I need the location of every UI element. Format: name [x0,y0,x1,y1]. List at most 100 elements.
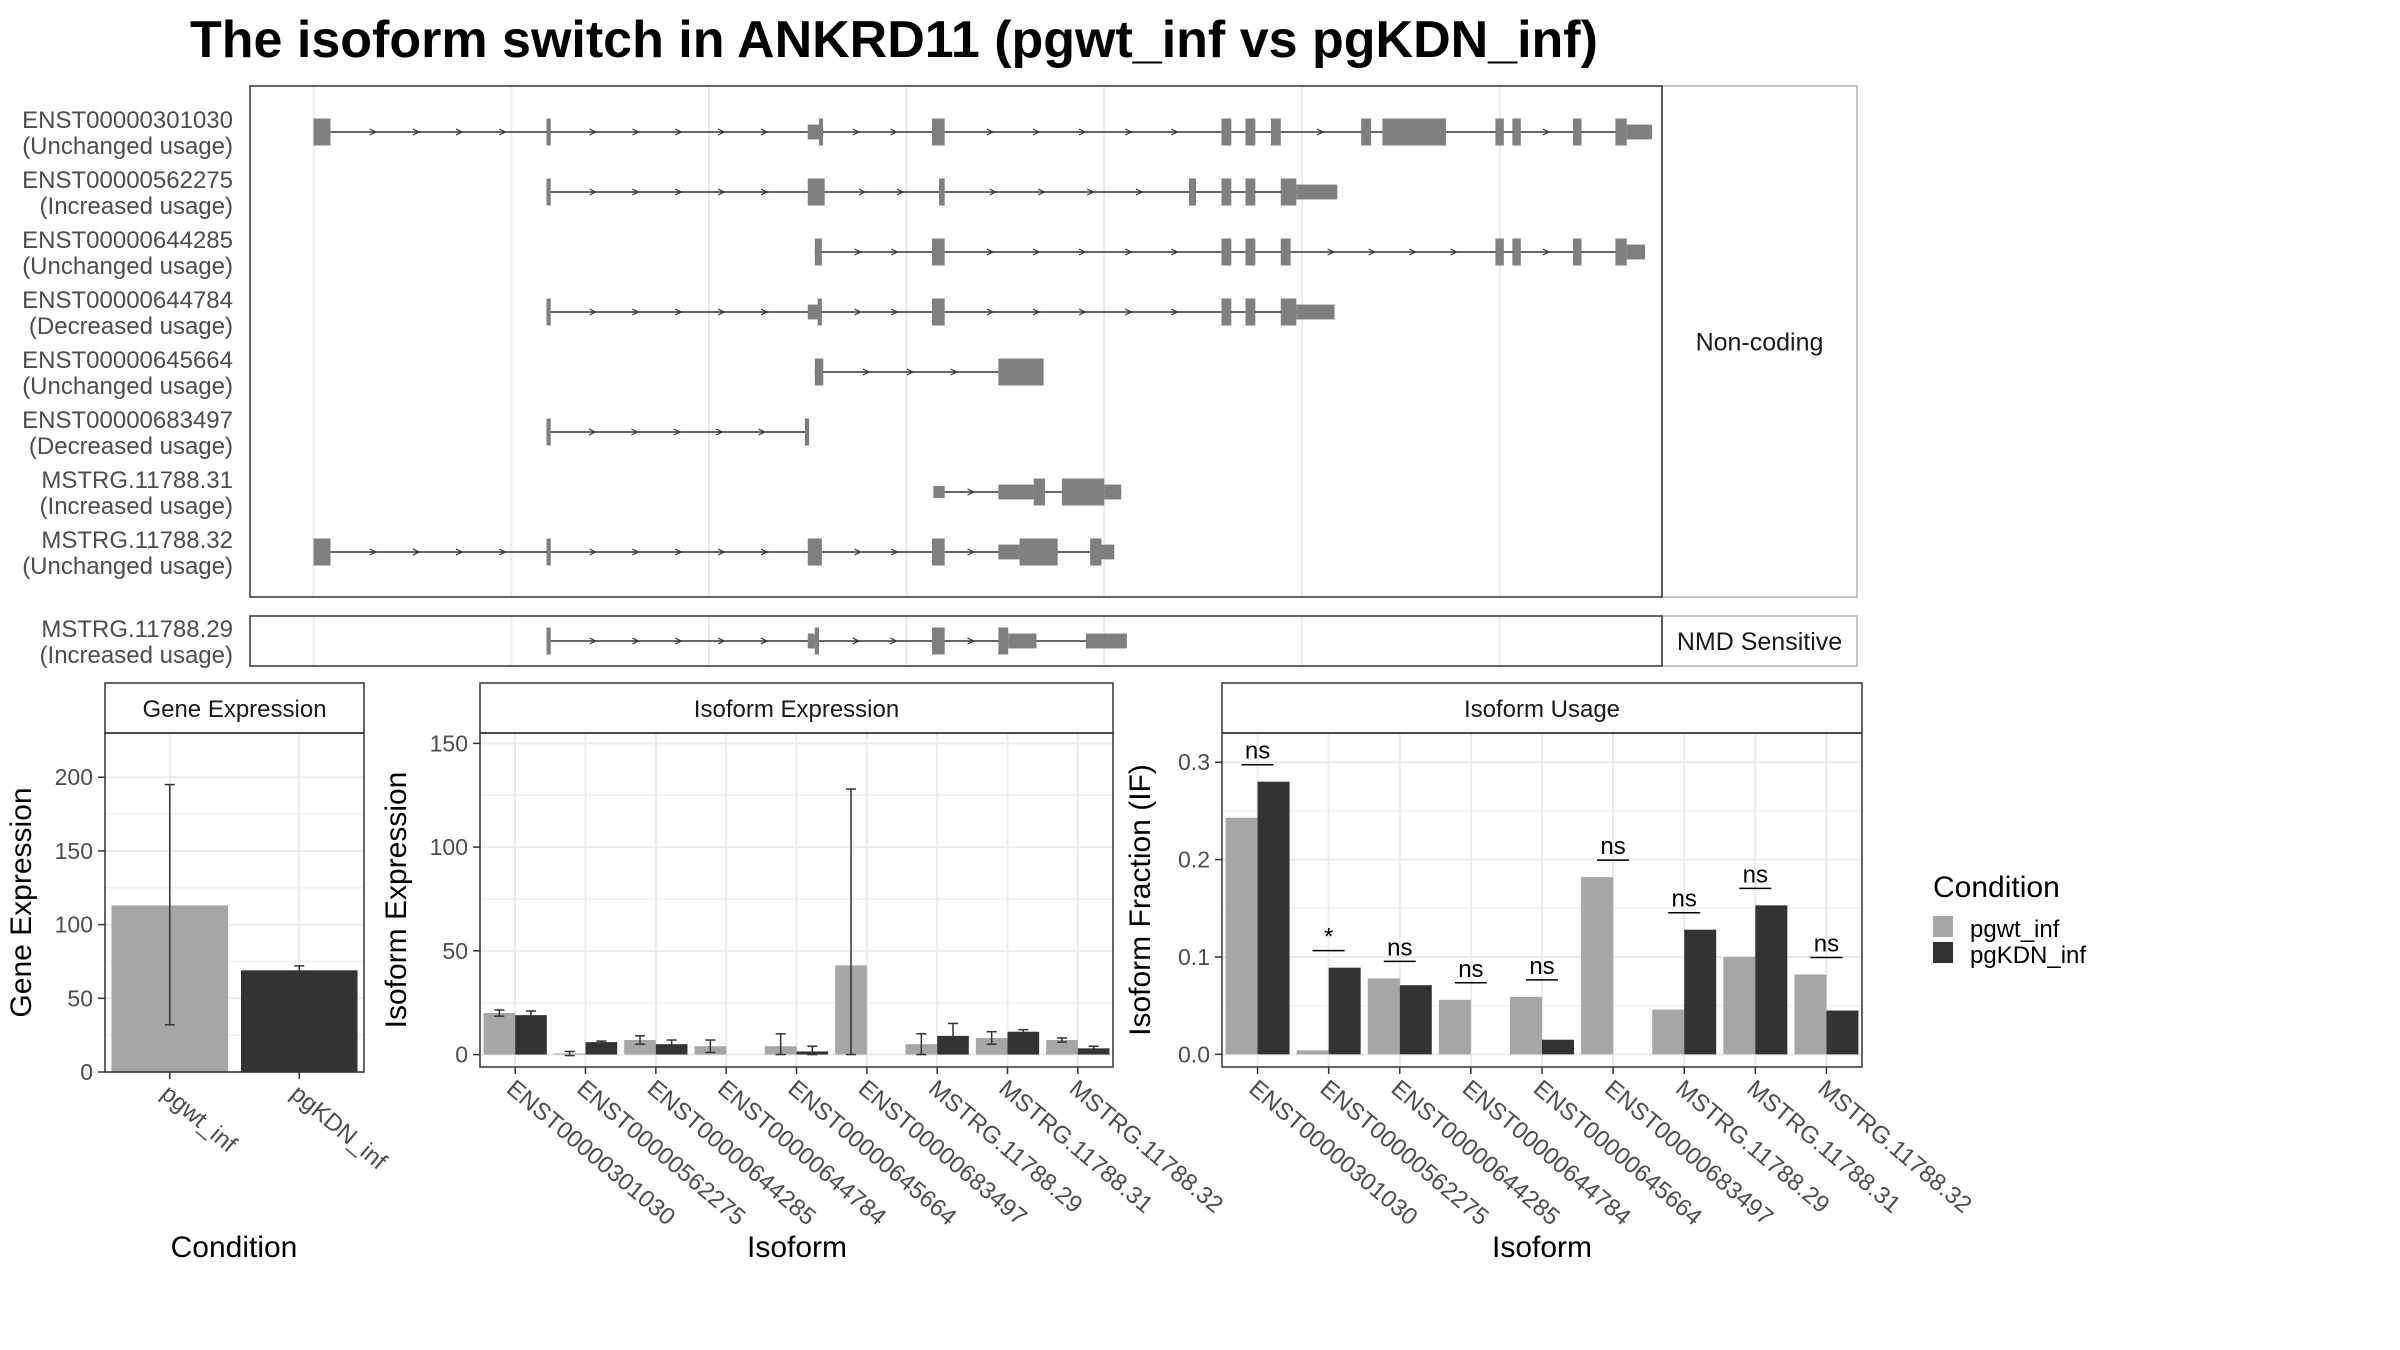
transcript-usage-label: (Unchanged usage) [22,253,233,280]
strand-arrow [717,188,726,196]
exon-block [1573,118,1582,146]
bar [1367,978,1400,1055]
transcript-id-label: ENST00000644285 [22,227,233,254]
y-tick-label: 200 [55,764,93,790]
exon-block [807,633,815,649]
exon-block [1245,298,1256,326]
exon-block [1382,118,1446,146]
strand-arrow [1135,188,1144,196]
strand-arrow [986,308,995,316]
bar [1257,781,1290,1055]
structure-panel-border [249,85,1663,598]
exon-block [1033,478,1045,506]
bar [1723,956,1756,1055]
strand-arrow [890,637,898,645]
exon-block [1615,118,1627,146]
strand-arrow [455,548,464,556]
bar [1794,974,1827,1055]
strand-arrow [631,428,639,436]
significance-label: ns [1387,934,1412,961]
exon-block [1008,633,1037,649]
exon-block [1245,178,1256,206]
strand-arrow [589,128,597,136]
strand-arrow [1087,188,1095,196]
strand-arrow [1124,248,1133,256]
exon-block [1280,238,1291,266]
strand-arrow [891,548,899,556]
bar [515,1015,547,1055]
strand-arrow [854,308,862,316]
x-tick-label: pgwt_inf [156,1080,242,1158]
strand-arrow [455,128,464,136]
exon-block [1296,184,1338,200]
strand-arrow [1171,308,1179,316]
transcript-id-label: MSTRG.11788.31 [41,467,233,494]
transcript-id-label: MSTRG.11788.29 [41,616,233,643]
bar [483,1013,516,1055]
strand-arrow [1316,128,1325,136]
exon-block [1245,118,1256,146]
significance-label: ns [1743,861,1768,888]
exon-block [546,418,551,446]
legend-swatch-pgkdn [1933,942,1953,963]
exon-block [1512,238,1521,266]
y-tick-label: 100 [55,912,93,938]
exon-block [814,627,820,655]
exon-block [1512,118,1521,146]
strand-arrow [632,188,640,196]
exon-block [1296,304,1335,320]
transcript-id-label: ENST00000301030 [22,107,233,134]
strand-arrow [674,637,683,645]
strand-arrow [852,637,861,645]
strand-arrow [717,128,726,136]
strand-arrow [369,548,378,556]
exon-block [933,485,945,499]
exon-block [1221,238,1232,266]
y-tick-label: 0.2 [1178,847,1210,873]
exon-block [998,484,1034,500]
structure-panel-bg [250,86,1662,597]
y-tick-label: 0.0 [1178,1041,1210,1067]
exon-block [1104,484,1122,500]
exon-block [998,358,1044,386]
strand-arrow [499,548,507,556]
exon-block [807,538,822,566]
bar [1684,929,1717,1055]
exon-block [939,178,945,206]
bar [1296,1050,1329,1055]
exon-block [1221,178,1232,206]
x-tick-label: pgKDN_inf [285,1080,392,1176]
exon-block [807,124,822,140]
strand-arrow [588,428,597,436]
structure-panel-border [249,615,1663,667]
exon-block [313,538,331,566]
strand-arrow [906,368,915,376]
transcript-usage-label: (Unchanged usage) [22,553,233,580]
bar [1225,817,1258,1055]
bar [1542,1039,1574,1055]
exon-block [817,298,822,326]
bar [585,1042,618,1055]
transcript-usage-label: (Increased usage) [40,193,233,220]
transcript-usage-label: (Unchanged usage) [22,373,233,400]
strand-arrow [632,128,640,136]
strand-arrow [760,637,769,645]
strand-arrow [632,308,640,316]
plot-border [104,732,365,1073]
strand-arrow [1450,248,1458,256]
bar [624,1040,656,1055]
strand-arrow [412,548,421,556]
exon-block [1615,238,1627,266]
strand-arrow [854,248,862,256]
strand-arrow [499,128,507,136]
gene-expression-panel: Gene Expression 0 50 100 150 200 pgwt_inf pgKDN… [5,682,392,1264]
exon-block [1245,238,1256,266]
exon-block [546,118,551,146]
strand-arrow [1038,188,1046,196]
strand-arrow [852,128,861,136]
strand-arrow [674,548,683,556]
exon-block [1280,178,1297,206]
bar [1077,1048,1110,1055]
y-tick-label: 0 [80,1059,93,1085]
